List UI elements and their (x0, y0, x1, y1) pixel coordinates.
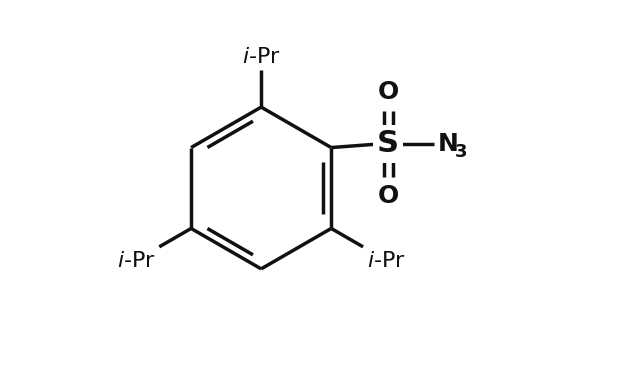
Text: N: N (438, 132, 459, 156)
Text: $\mathit{i}$-Pr: $\mathit{i}$-Pr (117, 250, 156, 270)
Text: S: S (377, 129, 399, 158)
Text: O: O (378, 80, 399, 104)
Text: 3: 3 (455, 143, 468, 161)
Text: $\mathit{i}$-Pr: $\mathit{i}$-Pr (242, 47, 280, 67)
Text: $\mathit{i}$-Pr: $\mathit{i}$-Pr (367, 250, 406, 270)
Text: O: O (378, 184, 399, 208)
